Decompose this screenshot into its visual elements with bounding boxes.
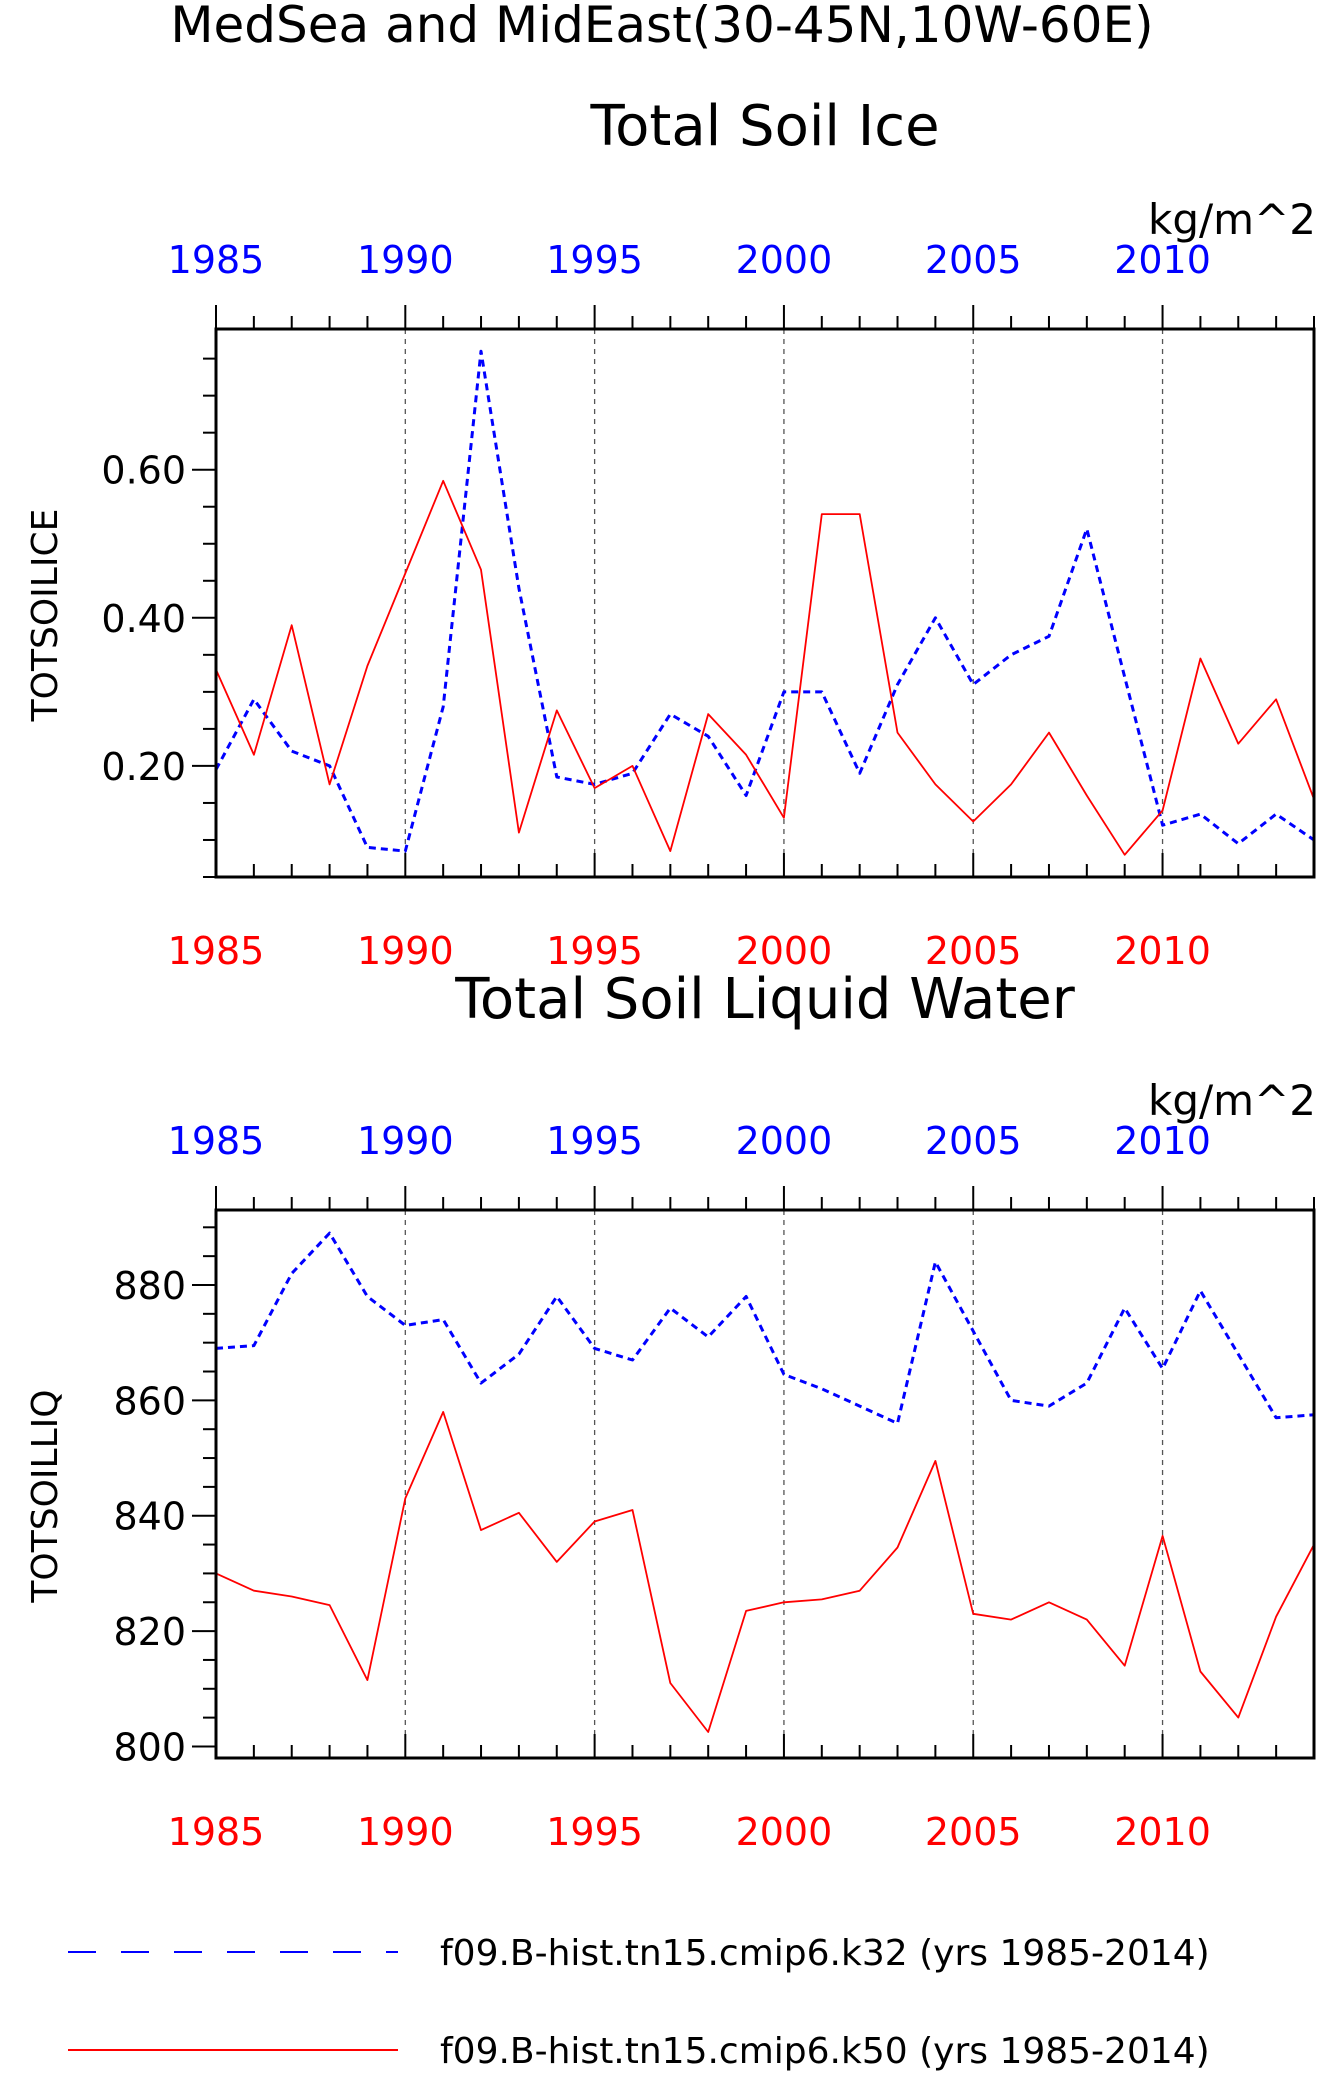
x-tick-label-top: 2000 [736, 238, 833, 282]
y-tick-label: 0.60 [101, 449, 186, 493]
panel-soil-ice: Total Soil Ice kg/m^2 TOTSOILICE 1985 1985 19… [25, 94, 1316, 973]
series-line-dashed [215, 1231, 1315, 1425]
legend-label-2: f09.B-hist.tn15.cmip6.k50 (yrs 1985-2014… [440, 2031, 1210, 2072]
x-tick-label-bottom: 1985 [168, 929, 265, 973]
x-tick-label-bottom: 2005 [925, 929, 1022, 973]
x-tick-label-bottom: 1995 [546, 929, 643, 973]
panel-title: Total Soil Liquid Water [454, 967, 1076, 1032]
x-tick-label-bottom: 1985 [168, 1810, 265, 1854]
y-tick-label: 0.40 [101, 597, 186, 641]
x-tick-label-bottom: 1990 [357, 929, 454, 973]
panel-title: Total Soil Ice [589, 94, 939, 159]
series-line-solid [215, 479, 1315, 856]
x-tick-label-top: 2005 [925, 1119, 1022, 1163]
figure-title: MedSea and MidEast(30-45N,10W-60E) [170, 0, 1153, 54]
y-tick-label: 800 [113, 1725, 186, 1769]
units-label: kg/m^2 [1148, 1076, 1316, 1125]
y-tick-label: 0.20 [101, 745, 186, 789]
units-label: kg/m^2 [1148, 195, 1316, 244]
legend-label-1: f09.B-hist.tn15.cmip6.k32 (yrs 1985-2014… [440, 1933, 1210, 1974]
x-tick-label-bottom: 2005 [925, 1810, 1022, 1854]
plot-frame [214, 1208, 1316, 1760]
y-tick-label: 860 [113, 1379, 186, 1423]
y-axis-label: TOTSOILICE [25, 509, 66, 723]
x-tick-label-top: 2010 [1114, 1119, 1211, 1163]
series-line-solid [215, 1411, 1315, 1733]
x-tick-label-top: 1995 [546, 1119, 643, 1163]
x-tick-label-bottom: 2000 [736, 929, 833, 973]
y-tick-label: 840 [113, 1495, 186, 1539]
x-tick-label-top: 2010 [1114, 238, 1211, 282]
x-tick-label-bottom: 2010 [1114, 929, 1211, 973]
x-tick-label-top: 1985 [168, 238, 265, 282]
x-tick-label-bottom: 2010 [1114, 1810, 1211, 1854]
y-tick-label: 880 [113, 1264, 186, 1308]
x-tick-label-top: 1985 [168, 1119, 265, 1163]
x-tick-label-bottom: 1995 [546, 1810, 643, 1854]
x-tick-label-top: 1990 [357, 1119, 454, 1163]
x-tick-label-top: 1995 [546, 238, 643, 282]
x-tick-label-top: 2000 [736, 1119, 833, 1163]
plot-frame [214, 327, 1316, 879]
y-axis-label: TOTSOILLIQ [25, 1389, 66, 1603]
x-tick-label-top: 1990 [357, 238, 454, 282]
y-tick-label: 820 [113, 1610, 186, 1654]
x-tick-label-bottom: 2000 [736, 1810, 833, 1854]
legend: f09.B-hist.tn15.cmip6.k32 (yrs 1985-2014… [68, 1933, 1210, 2072]
x-tick-label-top: 2005 [925, 238, 1022, 282]
panel-soil-liquid: Total Soil Liquid Water kg/m^2 TOTSOILLIQ 1… [25, 967, 1316, 1854]
x-tick-label-bottom: 1990 [357, 1810, 454, 1854]
series-line-dashed [214, 349, 1315, 853]
